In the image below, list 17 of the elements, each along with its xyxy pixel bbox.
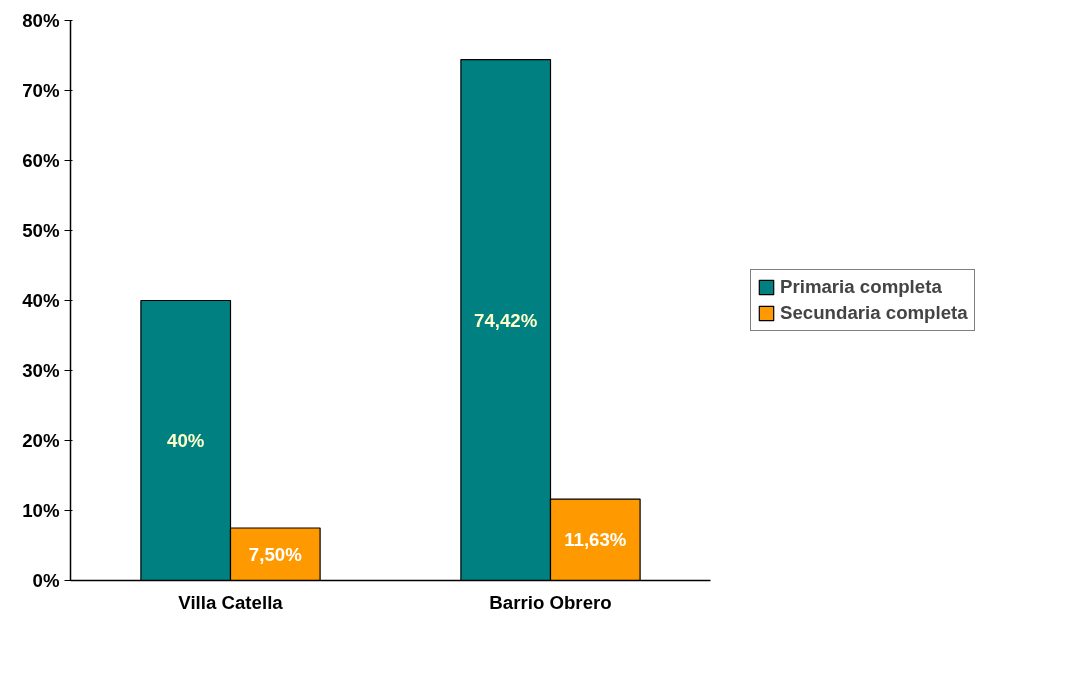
- x-tick-label: Barrio Obrero: [489, 591, 612, 613]
- y-tick-label: 20%: [22, 430, 60, 451]
- y-tick-label: 10%: [22, 500, 60, 521]
- y-tick-label: 30%: [22, 360, 60, 381]
- data-label: 11,63%: [564, 529, 627, 551]
- y-tick-label: 70%: [22, 80, 60, 101]
- legend-label: Primaria completa: [780, 276, 942, 298]
- data-label: 7,50%: [248, 543, 303, 565]
- y-tick-label: 0%: [32, 570, 60, 591]
- y-tick-label: 80%: [22, 10, 60, 31]
- data-label: 40%: [167, 430, 205, 451]
- data-label: 74,42%: [474, 309, 538, 331]
- y-tick-label: 60%: [22, 150, 60, 171]
- y-tick-label: 50%: [22, 220, 60, 241]
- legend-label: Secundaria completa: [780, 302, 968, 324]
- x-tick-label: Villa Catella: [178, 591, 284, 613]
- y-tick-label: 40%: [22, 290, 60, 311]
